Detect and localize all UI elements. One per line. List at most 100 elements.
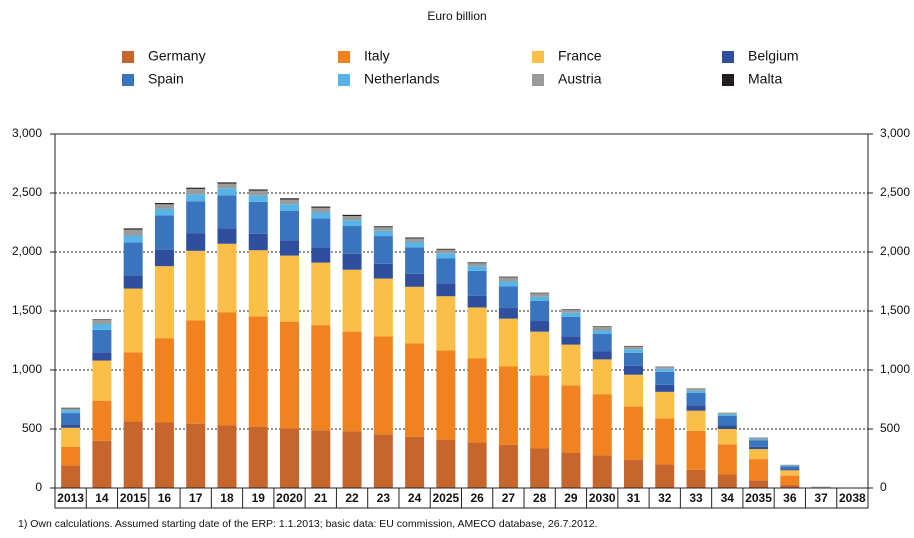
bar-segment [655, 464, 674, 488]
bar-segment [655, 369, 674, 372]
bar-segment [61, 428, 80, 447]
bar-segment [499, 277, 518, 278]
x-tick-label: 37 [814, 491, 828, 505]
bar-segment [718, 416, 737, 425]
bar-segment [280, 256, 299, 322]
bar-segment [749, 439, 768, 440]
bar-segment [280, 204, 299, 210]
bar-segment [468, 271, 487, 296]
x-tick-label: 27 [502, 491, 516, 505]
footnote: 1) Own calculations. Assumed starting da… [18, 518, 598, 530]
bar-segment [530, 301, 549, 321]
legend-swatch [122, 51, 134, 63]
bar-segment [561, 453, 580, 488]
bar-segment [499, 308, 518, 319]
bar-segment [687, 393, 706, 405]
bar-segment [499, 366, 518, 444]
bar-segment [749, 459, 768, 480]
bar-segment [624, 346, 643, 349]
y2-tick-label: 0 [880, 480, 887, 494]
x-tick-label: 33 [689, 491, 703, 505]
bar-segment [124, 235, 143, 242]
bar-segment [780, 469, 799, 470]
bar-segment [468, 358, 487, 442]
bar-segment [217, 312, 236, 425]
bar-segment [374, 226, 393, 227]
x-tick-label: 29 [564, 491, 578, 505]
bar-segment [343, 254, 362, 270]
bar-segment [530, 332, 549, 376]
legend-label: France [558, 48, 602, 64]
bar-segment [593, 394, 612, 455]
bar-segment [155, 209, 174, 215]
bar-segment [624, 460, 643, 488]
legend-label: Italy [364, 48, 390, 64]
bar-segment [530, 375, 549, 448]
bar-segment [436, 249, 455, 250]
bar-segment [155, 204, 174, 209]
x-tick-label: 22 [345, 491, 359, 505]
bar-segment [718, 474, 737, 488]
bar-segment [374, 236, 393, 264]
bar-segment [280, 198, 299, 199]
bar-segment [718, 413, 737, 414]
bar-segment [186, 251, 205, 321]
bar-segment [124, 352, 143, 421]
bar-segment [311, 218, 330, 247]
bar-segment [405, 247, 424, 274]
bar-segment [61, 447, 80, 466]
bar-segment [499, 277, 518, 281]
bar-segment [561, 309, 580, 310]
bar-segment [561, 385, 580, 452]
bar-segment [186, 188, 205, 189]
y-tick-label: 0 [35, 480, 42, 494]
bar-segment [780, 470, 799, 475]
bar-segment [280, 211, 299, 241]
bar-segment [749, 449, 768, 459]
bar-segment [311, 212, 330, 218]
bar-segment [374, 434, 393, 488]
bar-segment [593, 351, 612, 359]
legend-swatch [338, 51, 350, 63]
x-tick-label: 24 [408, 491, 422, 505]
bar-segment [468, 262, 487, 263]
bar-segment [61, 410, 80, 413]
y-tick-label: 1,000 [12, 362, 42, 376]
bar-segment [718, 429, 737, 444]
y2-tick-label: 2,000 [880, 244, 910, 258]
bar-segment [280, 240, 299, 255]
bar-segment [92, 361, 111, 401]
bar-segment [249, 202, 268, 234]
bar-segment [530, 321, 549, 332]
bar-segment [687, 405, 706, 410]
bar-segment [405, 343, 424, 436]
bar-segment [124, 289, 143, 353]
x-tick-label: 21 [314, 491, 328, 505]
bar-segment [561, 345, 580, 386]
bar-segment [343, 220, 362, 226]
bar-segment [311, 325, 330, 430]
bar-segment [249, 427, 268, 488]
legend-swatch [722, 74, 734, 86]
bar-segment [217, 244, 236, 312]
x-tick-label: 2035 [745, 491, 772, 505]
bar-segment [593, 334, 612, 351]
bar-segment [530, 293, 549, 294]
x-tick-label: 2020 [276, 491, 303, 505]
bar-segment [593, 456, 612, 488]
bar-segment [280, 428, 299, 488]
x-tick-label: 2013 [57, 491, 84, 505]
bar-segment [92, 320, 111, 324]
bar-segment [749, 447, 768, 449]
y2-tick-label: 1,500 [880, 303, 910, 317]
bar-segment [780, 466, 799, 469]
bar-segment [374, 264, 393, 279]
bar-segment [624, 366, 643, 375]
bar-segment [155, 215, 174, 249]
bar-segment [655, 372, 674, 385]
bar-segment [468, 266, 487, 271]
bar-segment [687, 470, 706, 488]
bar-segment [530, 297, 549, 301]
bar-segment [687, 389, 706, 391]
bar-segment [155, 423, 174, 488]
